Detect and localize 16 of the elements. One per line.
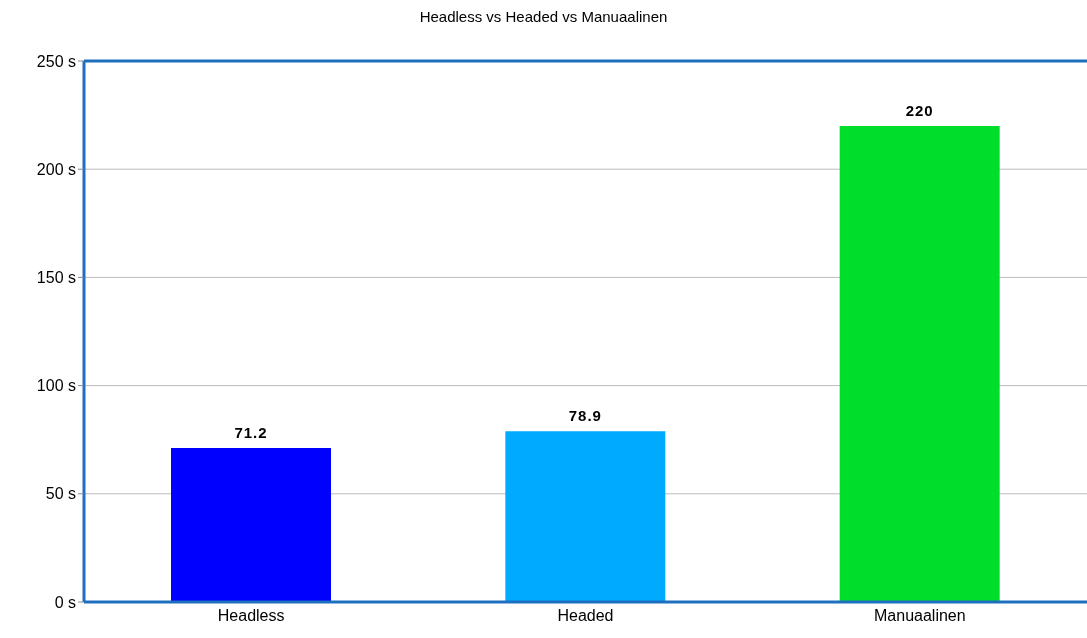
bar <box>505 431 666 602</box>
y-tick-label: 250 s <box>36 52 76 70</box>
y-tick-label: 50 s <box>45 485 76 503</box>
data-label: 78.9 <box>568 407 602 425</box>
bar <box>171 447 331 602</box>
y-tick-label: 0 s <box>54 593 76 611</box>
data-label: 220 <box>905 101 934 119</box>
y-tick-label: 150 s <box>36 269 76 287</box>
data-label: 71.2 <box>234 423 268 441</box>
x-tick-label: Headed <box>557 607 614 625</box>
x-tick-label: Headless <box>217 607 285 625</box>
bar <box>839 125 1000 602</box>
chart-title: Headless vs Headed vs Manuaalinen <box>418 8 669 25</box>
y-tick-label: 200 s <box>36 160 76 178</box>
x-tick-label: Manuaalinen <box>874 607 966 625</box>
y-tick-label: 100 s <box>36 377 76 395</box>
